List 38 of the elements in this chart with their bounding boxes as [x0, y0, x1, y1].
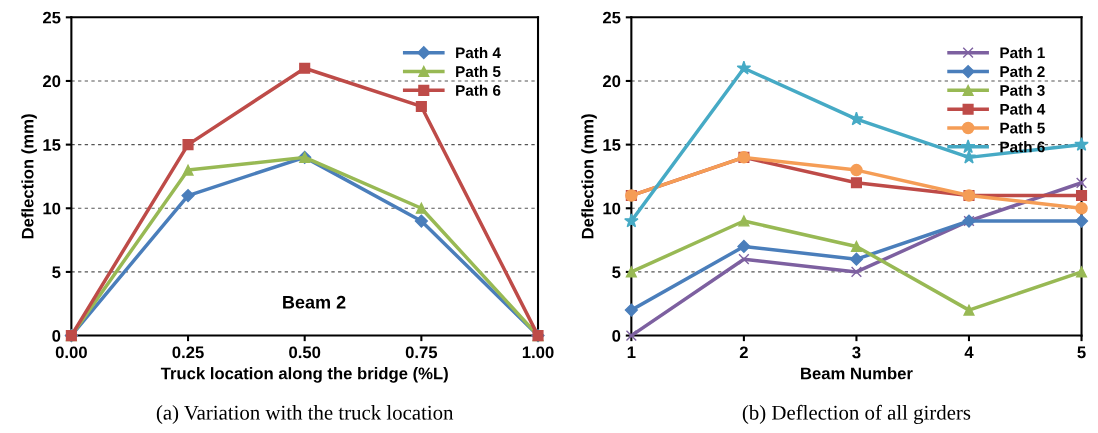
legend-label: Path 1 — [1000, 46, 1045, 59]
x-axis-title: Truck location along the bridge (%L) — [160, 367, 448, 383]
legend-label: Path 3 — [1000, 84, 1045, 96]
x-tick-label: 4 — [964, 346, 974, 359]
text: (a) Variation with the truck location — [156, 405, 454, 424]
y-tick-label: 0 — [612, 329, 621, 342]
y-tick-label: 0 — [52, 329, 61, 342]
legend-label: Path 5 — [456, 65, 501, 78]
x-tick-label: 1 — [627, 346, 636, 359]
y-tick-label: 5 — [612, 266, 621, 279]
y-tick-label: 5 — [52, 266, 61, 279]
y-tick-label: 15 — [43, 139, 61, 151]
x-tick-label: 2 — [739, 346, 748, 359]
x-tick-label: 1.00 — [522, 346, 554, 359]
y-tick-label: 25 — [602, 11, 621, 24]
x-tick-label: 0.25 — [172, 346, 204, 359]
y-tick-label: 25 — [43, 11, 61, 24]
x-tick-label: 0.50 — [289, 346, 321, 359]
y-axis-title: Deflection (mm) — [581, 114, 597, 239]
y-tick-label: 15 — [603, 139, 621, 151]
y-tick-label: 20 — [43, 75, 61, 88]
y-tick-label: 10 — [603, 202, 621, 215]
y-tick-label: 20 — [602, 75, 621, 88]
legend-label: Path 6 — [1000, 141, 1045, 153]
legend-label: Path 4 — [1000, 103, 1046, 115]
text: (b) Deflection of all girders — [742, 404, 971, 425]
x-tick-label: 0.75 — [405, 346, 438, 359]
y-axis-title: Deflection (mm) — [21, 114, 37, 239]
legend-label: Path 2 — [1000, 65, 1045, 78]
legend-label: Path 6 — [456, 84, 501, 96]
legend-label: Path 4 — [456, 46, 501, 59]
x-axis-title: Beam Number — [801, 367, 913, 380]
x-tick-label: 3 — [852, 346, 861, 359]
x-tick-label: 5 — [1077, 346, 1086, 359]
annotation: Beam 2 — [283, 295, 346, 309]
x-tick-label: 0.00 — [55, 346, 87, 359]
y-tick-label: 10 — [43, 202, 61, 215]
legend-label: Path 5 — [1000, 122, 1045, 134]
